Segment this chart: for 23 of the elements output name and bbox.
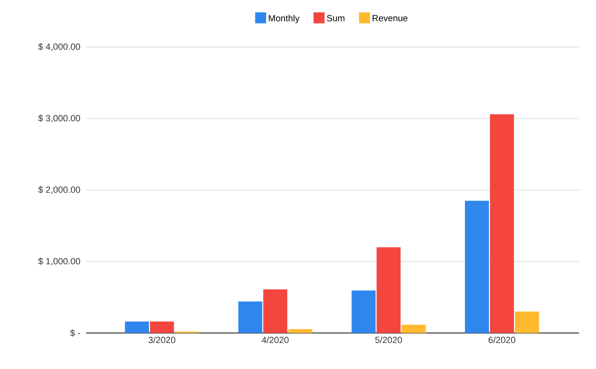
y-tick-label: $ - (70, 329, 80, 337)
bar (490, 114, 514, 333)
legend-label: Monthly (268, 14, 300, 24)
bar (352, 290, 376, 333)
bar (263, 289, 288, 333)
x-tick-label: 3/2020 (148, 336, 176, 344)
y-tick-label: $ 1,000.00 (38, 258, 80, 266)
bar (376, 247, 401, 333)
bar (288, 329, 312, 333)
y-tick-label: $ 3,000.00 (38, 114, 80, 122)
legend-label: Sum (326, 14, 344, 22)
x-tick-label: 5/2020 (375, 336, 402, 344)
bar (402, 324, 426, 333)
y-tick-label: $ 2,000.00 (38, 186, 80, 194)
bar (464, 200, 489, 333)
bar (514, 312, 539, 333)
x-tick-label: 6/2020 (488, 336, 516, 344)
legend-label: Revenue (372, 14, 408, 22)
bar (150, 322, 174, 333)
bar (238, 302, 262, 333)
x-tick-label: 4/2020 (262, 336, 289, 344)
y-tick-label: $ 4,000.00 (38, 43, 80, 51)
bar (124, 322, 149, 333)
